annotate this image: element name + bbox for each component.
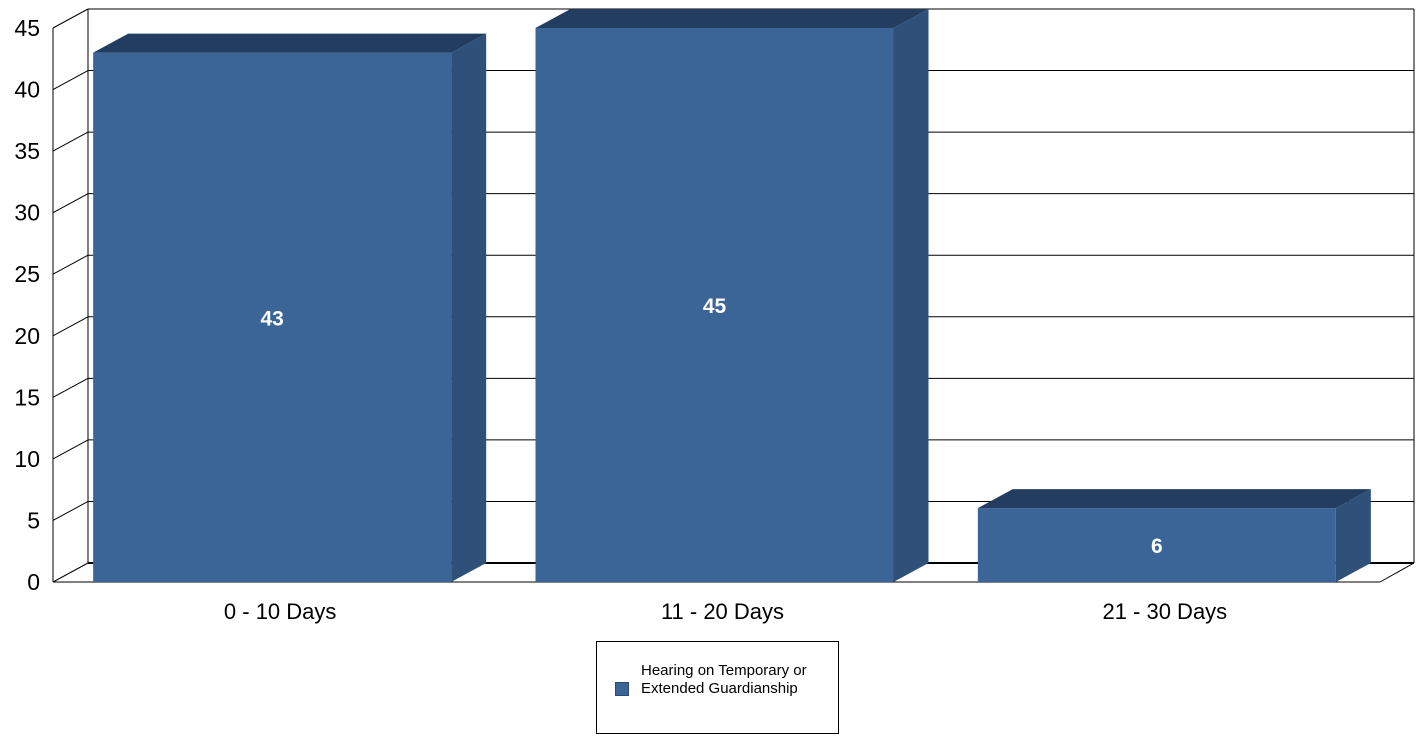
bar-top — [535, 9, 929, 28]
floor-right-edge — [1379, 562, 1415, 583]
y-tick-label: 10 — [14, 446, 40, 472]
bar-data-label: 6 — [1151, 535, 1163, 558]
gridline-depth — [52, 377, 89, 398]
x-tick-label: 21 - 30 Days — [1102, 599, 1227, 624]
legend: Hearing on Temporary or Extended Guardia… — [596, 641, 839, 734]
x-tick-label: 0 - 10 Days — [224, 599, 337, 624]
y-tick-label: 45 — [14, 15, 40, 41]
y-tick-label: 35 — [14, 138, 40, 164]
bar-data-label: 45 — [703, 295, 727, 318]
bar-side — [893, 9, 929, 582]
gridline-depth — [52, 254, 89, 275]
y-tick-label: 0 — [27, 569, 40, 595]
y-tick-label: 5 — [27, 507, 40, 533]
bar-data-label: 43 — [260, 307, 283, 330]
gridline-depth — [52, 131, 89, 152]
legend-label: Hearing on Temporary or Extended Guardia… — [641, 662, 807, 697]
bar-side — [451, 33, 487, 583]
legend-swatch — [615, 682, 629, 696]
gridline-depth — [52, 562, 89, 583]
bar-top — [93, 33, 487, 53]
gridline-depth — [52, 439, 89, 460]
y-tick-label: 20 — [14, 323, 40, 349]
bar-front — [535, 28, 894, 582]
gridline-depth — [52, 501, 89, 521]
y-tick-label: 15 — [14, 384, 40, 410]
bar-top — [977, 489, 1371, 509]
x-tick-label: 11 - 20 Days — [661, 599, 784, 624]
y-tick-label: 30 — [14, 200, 40, 226]
bar-side — [1335, 489, 1371, 582]
gridline-depth — [52, 193, 89, 214]
y-tick-label: 25 — [14, 261, 40, 287]
gridline-depth — [52, 70, 89, 90]
gridline-depth — [52, 8, 89, 29]
bar-front — [93, 52, 452, 583]
gridline-depth — [52, 316, 89, 337]
y-tick-label: 40 — [14, 77, 40, 103]
bar-front — [977, 508, 1336, 582]
